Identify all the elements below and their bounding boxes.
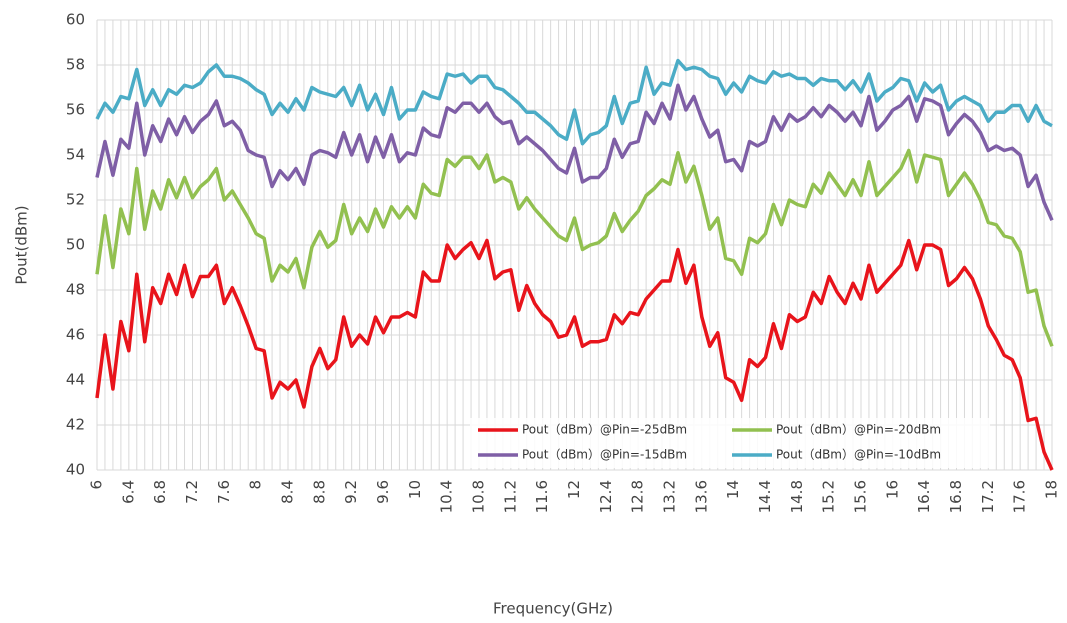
y-tick-label: 46: [66, 326, 85, 344]
y-tick-label: 40: [66, 461, 85, 479]
x-tick-label: 10.8: [470, 480, 488, 513]
x-tick-label: 16.8: [947, 480, 965, 513]
x-tick-label: 13.2: [661, 480, 679, 513]
y-axis-label: Pout(dBm): [13, 205, 31, 284]
x-axis-label: Frequency(GHz): [493, 600, 613, 618]
x-tick-label: 14: [724, 480, 742, 499]
x-tick-label: 8.8: [310, 480, 328, 504]
x-tick-label: 14.8: [788, 480, 806, 513]
y-tick-label: 60: [66, 11, 85, 29]
x-tick-label: 11.2: [501, 480, 519, 513]
x-tick-label: 12: [565, 480, 583, 499]
data-line: [95, 58, 1053, 146]
x-tick-label: 15.2: [820, 480, 838, 513]
y-tick-label: 42: [66, 416, 85, 434]
x-tick-label: 16: [883, 480, 901, 499]
x-tick-label: 7.2: [183, 480, 201, 504]
x-tick-label: 11.6: [533, 480, 551, 513]
x-tick-label: 9.6: [374, 480, 392, 504]
y-tick-label: 52: [66, 191, 85, 209]
x-tick-label: 16.4: [915, 480, 933, 513]
x-tick-label: 6.8: [151, 480, 169, 504]
x-tick-label: 6: [88, 480, 106, 490]
x-tick-label: 18: [1043, 480, 1061, 499]
y-tick-label: 54: [66, 146, 85, 164]
x-tick-label: 12.4: [597, 480, 615, 513]
y-tick-label: 50: [66, 236, 85, 254]
x-tick-label: 17.6: [1011, 480, 1029, 513]
x-tick-label: 8.4: [279, 480, 297, 504]
x-tick-label: 15.6: [852, 480, 870, 513]
legend-box: [470, 418, 990, 468]
x-tick-label: 8: [247, 480, 265, 490]
data-line: [95, 238, 1054, 471]
legend-label: Pout（dBm）@Pin=-10dBm: [776, 448, 941, 462]
x-tick-label: 6.4: [119, 480, 137, 504]
data-line: [95, 83, 1054, 221]
data-line: [95, 148, 1054, 347]
y-tick-label: 44: [66, 371, 85, 389]
y-tick-label: 58: [66, 56, 85, 74]
legend-label: Pout（dBm）@Pin=-20dBm: [776, 423, 941, 437]
legend-label: Pout（dBm）@Pin=-25dBm: [522, 423, 687, 437]
x-tick-label: 10.4: [438, 480, 456, 513]
x-tick-label: 12.8: [629, 480, 647, 513]
x-tick-label: 9.2: [342, 480, 360, 504]
x-tick-label: 10: [406, 480, 424, 499]
legend-label: Pout（dBm）@Pin=-15dBm: [522, 448, 687, 462]
x-tick-label: 7.6: [215, 480, 233, 504]
y-tick-label: 48: [66, 281, 85, 299]
x-tick-label: 17.2: [979, 480, 997, 513]
y-tick-label: 56: [66, 101, 85, 119]
x-tick-label: 13.6: [692, 480, 710, 513]
x-tick-label: 14.4: [756, 480, 774, 513]
